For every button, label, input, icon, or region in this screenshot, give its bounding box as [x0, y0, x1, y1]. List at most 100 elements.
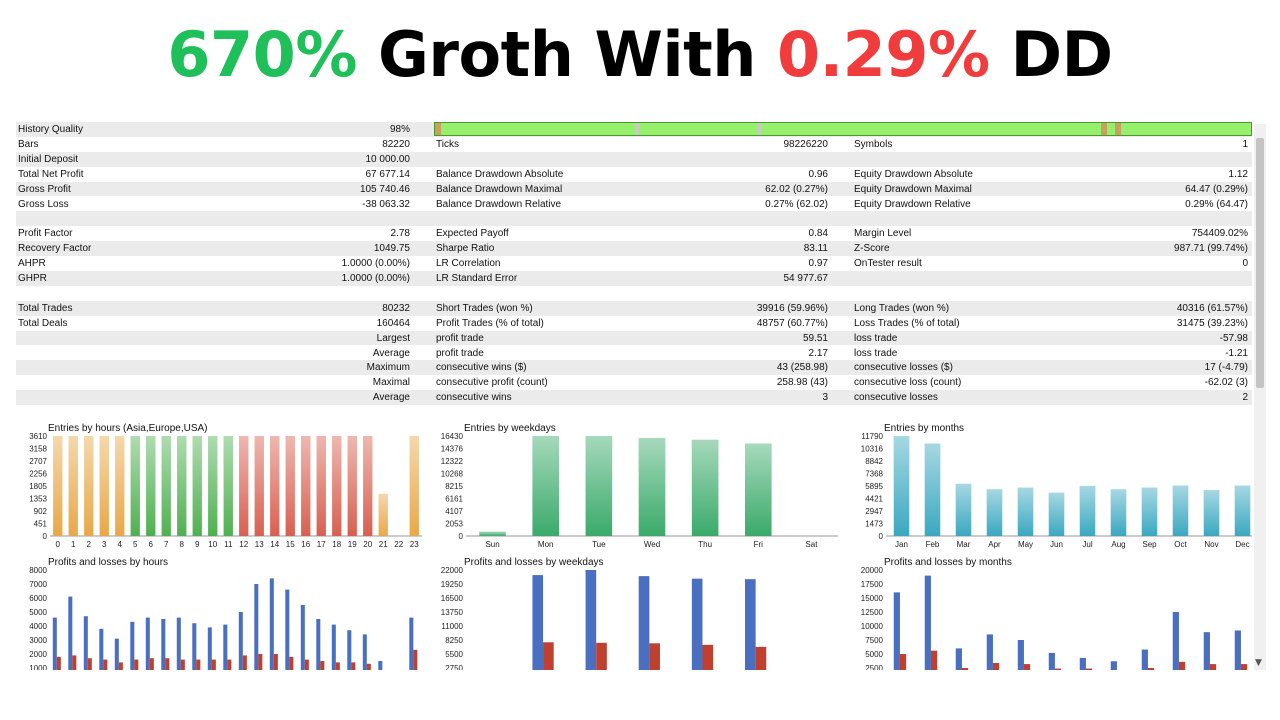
bar: [52, 617, 57, 670]
x-tick-label: Apr: [988, 540, 1001, 549]
x-tick-label: 11: [224, 540, 233, 549]
report-label: Loss Trades (% of total): [854, 317, 960, 329]
bar-shade: [316, 436, 326, 536]
bar: [118, 662, 123, 670]
y-tick-label: 3000: [29, 636, 47, 645]
x-tick-label: 18: [332, 540, 341, 549]
report-value: 48757 (60.77%): [756, 317, 828, 329]
report-value: 0.29% (64.47): [1185, 198, 1248, 210]
report-label: Equity Drawdown Relative: [854, 198, 971, 210]
report-label: OnTester result: [854, 258, 922, 270]
bar: [258, 654, 263, 670]
entries-weekdays-chart: Entries by weekdays 0 2053 4107 6161 8215 1026…: [436, 420, 840, 552]
report-row: Maximum consecutive wins ($) 43 (258.98) co…: [16, 360, 1252, 376]
report-row: Gross Profit 105 740.46 Balance Drawdown M…: [16, 181, 1252, 197]
y-tick-label: 16430: [441, 432, 464, 441]
bar-shade: [1141, 487, 1158, 536]
pl-hours-svg: Profits and losses by hours0100020003000…: [29, 557, 418, 670]
report-label: Short Trades (won %): [436, 302, 533, 314]
bar: [316, 619, 321, 670]
bar: [207, 627, 212, 670]
y-tick-label: 5000: [865, 650, 883, 659]
report-row: Largest profit trade 59.51 loss trade -57.98: [16, 330, 1252, 346]
report-label: Total Net Profit: [18, 168, 84, 180]
report-row: Gross Loss -38 063.32 Balance Drawdown Rel…: [16, 197, 1252, 212]
report-value: 1.0000 (0.00%): [341, 273, 410, 284]
report-label: Total Deals: [18, 317, 68, 329]
y-tick-label: 2500: [865, 664, 883, 670]
report-label: Equity Drawdown Maximal: [854, 183, 972, 195]
bar: [638, 576, 650, 670]
y-tick-label: 0: [43, 532, 48, 541]
report-row: Initial Deposit 10 000.00: [16, 151, 1252, 167]
x-tick-label: May: [1018, 540, 1033, 549]
bar: [702, 644, 714, 670]
y-tick-label: 7368: [865, 470, 883, 479]
report-label: GHPR: [18, 273, 47, 284]
bar-shade: [638, 438, 666, 536]
y-tick-label: 19250: [441, 580, 464, 589]
bar: [72, 655, 77, 670]
y-tick-label: 13750: [441, 608, 464, 617]
report-value: Maximal: [372, 377, 410, 389]
report-value: 17 (-4.79): [1204, 362, 1248, 374]
report-value: 2.78: [390, 228, 410, 240]
bar-shade: [208, 436, 218, 536]
bar-shade: [893, 436, 910, 536]
report-label: Recovery Factor: [18, 243, 92, 255]
report-label: consecutive loss (count): [854, 377, 962, 389]
report-row: Average profit trade 2.17 loss trade -1.21: [16, 346, 1252, 361]
report-label: consecutive losses: [854, 392, 938, 404]
report-label: loss trade: [854, 332, 898, 344]
report-row: AHPR 1.0000 (0.00%) LR Correlation 0.97 OnTe…: [16, 256, 1252, 271]
report-value: 40316 (61.57%): [1176, 302, 1248, 314]
y-tick-label: 7000: [29, 580, 47, 589]
bar-shade: [691, 439, 719, 536]
report-value: 3: [822, 392, 828, 404]
bar: [532, 575, 544, 670]
bar-shade: [84, 436, 94, 536]
report-value: -38 063.32: [362, 198, 410, 210]
x-tick-label: Wed: [644, 540, 660, 549]
bar: [114, 638, 119, 670]
x-tick-label: Aug: [1111, 540, 1125, 549]
report-row: [16, 211, 1252, 227]
report-label: Profit Factor: [18, 228, 73, 240]
bar: [362, 634, 367, 670]
report-value: 1049.75: [373, 243, 410, 255]
bar: [176, 617, 181, 670]
bar: [409, 617, 414, 670]
bar: [56, 656, 61, 670]
bar-shade: [363, 436, 373, 536]
bar-shade: [1079, 485, 1096, 536]
bar: [1240, 664, 1248, 670]
scroll-down-icon[interactable]: ▼: [1255, 658, 1262, 668]
report-row: Average consecutive wins 3 consecutive loss…: [16, 390, 1252, 406]
headline-text-2: DD: [989, 18, 1113, 91]
y-tick-label: 15000: [861, 594, 884, 603]
scrollbar-thumb[interactable]: [1256, 138, 1264, 388]
entries-months-svg: Entries by months 0 1473 2947 4421 5895 7368 88…: [861, 423, 1252, 549]
bar: [103, 659, 108, 670]
y-tick-label: 2256: [29, 470, 47, 479]
y-tick-label: 451: [34, 520, 48, 529]
bar: [161, 619, 166, 670]
x-tick-label: 7: [164, 540, 169, 549]
bar: [149, 658, 154, 670]
bar-shade: [301, 436, 311, 536]
chart-title: Entries by months: [884, 423, 964, 434]
x-tick-label: Nov: [1204, 540, 1218, 549]
vertical-scrollbar[interactable]: ▼: [1254, 124, 1266, 670]
bar: [1172, 612, 1179, 670]
entries-months-chart: Entries by months 0 1473 2947 4421 5895 7368 88…: [856, 420, 1252, 552]
bar-shade: [409, 436, 419, 536]
chart-title: Entries by hours (Asia,Europe,USA): [48, 423, 208, 434]
y-tick-label: 6161: [445, 495, 463, 504]
y-tick-label: 12322: [441, 457, 464, 466]
y-tick-label: 5000: [29, 608, 47, 617]
chart-title: Profits and losses by hours: [48, 557, 168, 568]
report-value: 39916 (59.96%): [756, 302, 828, 314]
bar-shade: [1110, 489, 1127, 536]
bar: [691, 578, 703, 670]
bar: [649, 643, 660, 670]
